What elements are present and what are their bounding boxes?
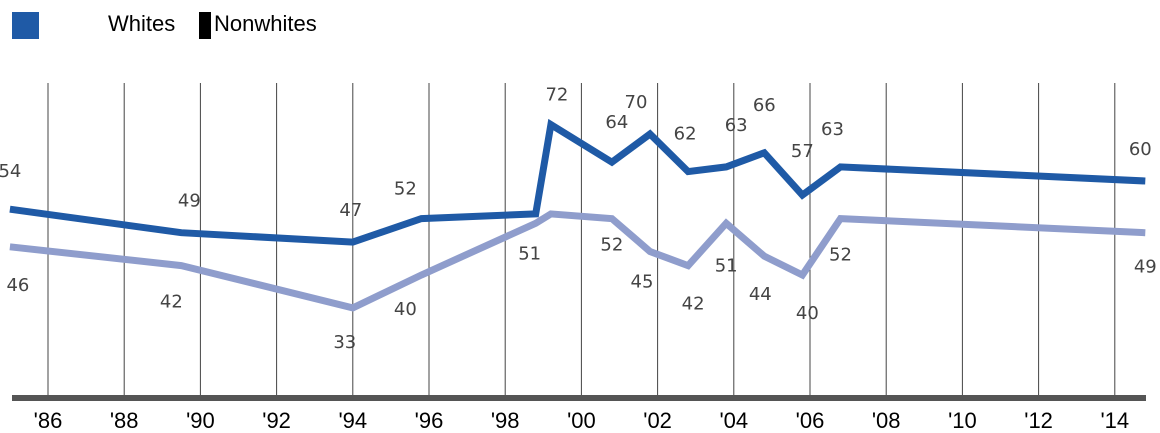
series-line-whites: [9, 118, 1146, 246]
x-tick-label: '86: [34, 408, 63, 433]
data-label-whites: 52: [394, 179, 417, 200]
data-label-nonwhites: 42: [682, 294, 705, 315]
data-label-whites: 49: [178, 191, 201, 212]
x-tick-label: '08: [872, 408, 901, 433]
x-tick-label: '06: [796, 408, 825, 433]
data-label-nonwhites: 46: [6, 275, 29, 296]
data-label-nonwhites: 40: [796, 303, 819, 324]
x-tick-label: '00: [567, 408, 596, 433]
data-label-whites: 70: [625, 92, 648, 113]
data-label-nonwhites: 51: [518, 243, 541, 264]
data-label-whites: 57: [791, 141, 814, 162]
x-tick-label: '90: [186, 408, 215, 433]
x-tick-label: '98: [491, 408, 520, 433]
x-tick-label: '02: [643, 408, 672, 433]
x-tick-label: '92: [262, 408, 291, 433]
data-label-whites: 63: [725, 115, 748, 136]
x-tick-label: '94: [338, 408, 367, 433]
x-tick-label: '04: [719, 408, 748, 433]
x-tick-label: '10: [948, 408, 977, 433]
data-label-nonwhites: 44: [749, 284, 772, 305]
data-label-whites: 72: [545, 85, 568, 106]
data-label-whites: 47: [339, 200, 362, 221]
x-tick-label: '12: [1024, 408, 1053, 433]
data-label-whites: 60: [1129, 139, 1152, 160]
data-label-whites: 64: [605, 112, 628, 133]
data-label-nonwhites: 45: [631, 272, 654, 293]
data-label-nonwhites: 33: [333, 332, 356, 353]
legend-label-whites: Whites: [108, 11, 176, 36]
data-label-nonwhites: 42: [160, 292, 183, 313]
x-tick-label: '96: [415, 408, 444, 433]
legend: Whites Nonwhites: [0, 0, 400, 50]
data-label-nonwhites: 51: [715, 255, 738, 276]
legend-label-nonwhites: Nonwhites: [214, 11, 317, 36]
legend-swatch-nonwhites: [199, 12, 211, 39]
data-label-whites: 54: [0, 161, 21, 182]
data-label-nonwhites: 40: [394, 299, 417, 320]
series-line-nonwhites: [9, 210, 1146, 312]
data-label-nonwhites: 52: [600, 235, 623, 256]
data-label-whites: 63: [821, 119, 844, 140]
data-label-whites: 62: [674, 124, 697, 145]
data-label-whites: 66: [753, 95, 776, 116]
legend-swatch-whites: [12, 12, 39, 39]
data-label-nonwhites: 52: [829, 245, 852, 266]
data-label-nonwhites: 49: [1134, 257, 1157, 278]
x-tick-label: '88: [110, 408, 139, 433]
x-tick-label: '14: [1100, 408, 1129, 433]
